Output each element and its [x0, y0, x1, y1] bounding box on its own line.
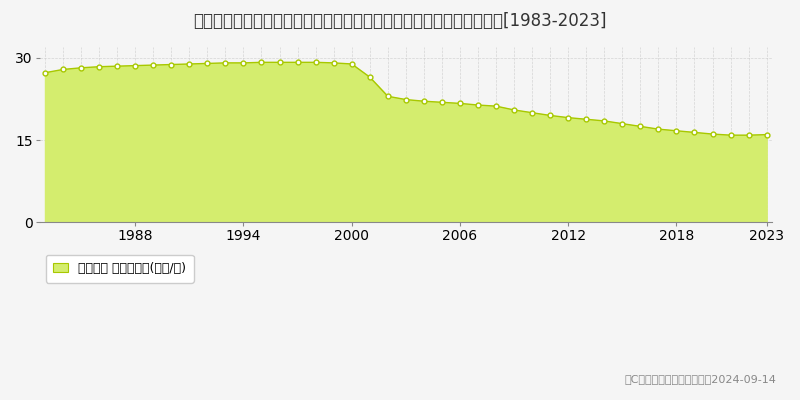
- Text: 新潟県上越市西城町３丁目字東二ノ辻１３番７　地価公示　地価推移[1983-2023]: 新潟県上越市西城町３丁目字東二ノ辻１３番７ 地価公示 地価推移[1983-202…: [194, 12, 606, 30]
- Text: （C）土地価格ドットコム　2024-09-14: （C）土地価格ドットコム 2024-09-14: [624, 374, 776, 384]
- Legend: 地価公示 平均坪単価(万円/坪): 地価公示 平均坪単価(万円/坪): [46, 254, 194, 282]
